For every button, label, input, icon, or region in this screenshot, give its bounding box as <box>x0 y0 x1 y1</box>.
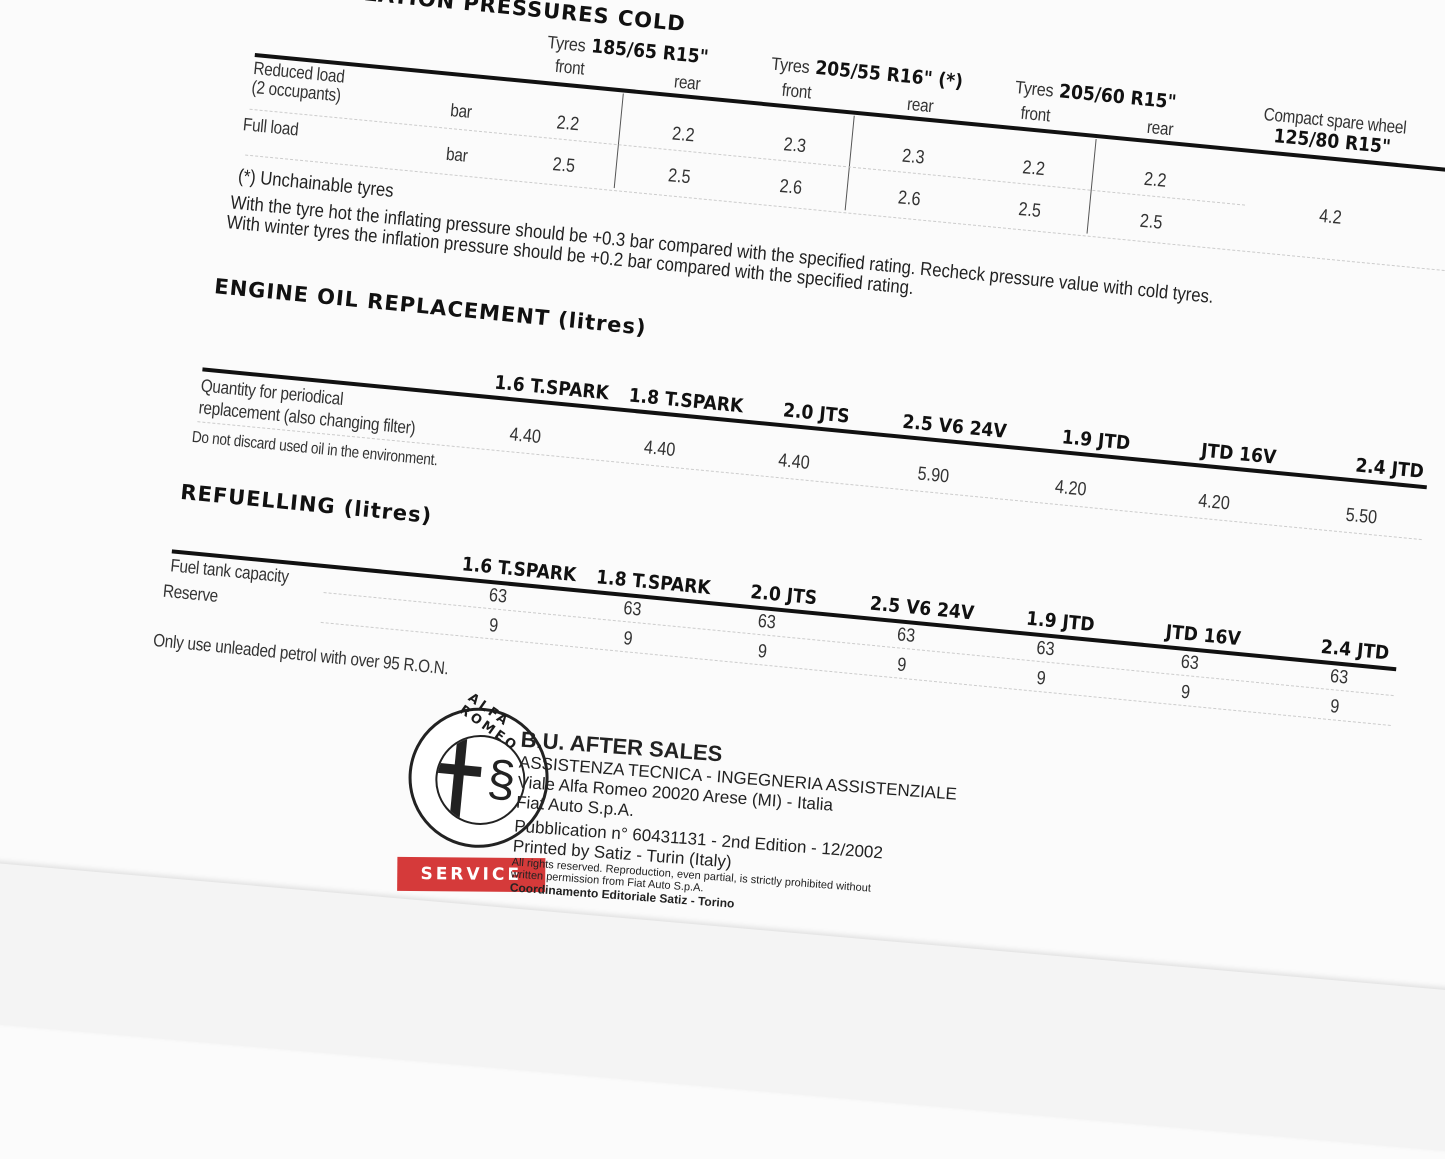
oil-value: 4.20 <box>1054 476 1088 501</box>
reserve-value: 9 <box>1035 667 1047 690</box>
reserve-value: 9 <box>488 615 500 637</box>
row-divider <box>249 108 1246 207</box>
capacity-value: 63 <box>756 610 777 634</box>
reserve-value: 9 <box>756 641 768 663</box>
capacity-value: 63 <box>488 584 508 608</box>
cell: 2.5 <box>667 165 692 189</box>
row-full-load: Full load <box>242 114 300 140</box>
reserve-value: 9 <box>1329 696 1341 718</box>
document-page: INFLATION PRESSURES COLD Tyres 185/65 R1… <box>152 0 1445 1073</box>
cross-icon <box>449 734 468 822</box>
cell: 2.3 <box>901 145 926 169</box>
capacity-value: 63 <box>1179 651 1200 675</box>
cell: 2.2 <box>1142 168 1168 192</box>
unit-bar: bar <box>449 100 473 122</box>
refuel-note: Only use unleaded petrol with over 95 R.… <box>152 629 450 679</box>
oil-value: 4.40 <box>508 424 542 449</box>
capacity-value: 63 <box>1035 637 1056 661</box>
cell: 2.2 <box>1021 157 1046 181</box>
cell: 2.5 <box>1138 210 1164 234</box>
unit-bar: bar <box>445 143 469 166</box>
divider <box>1086 138 1097 234</box>
col-rear: rear <box>906 93 935 117</box>
oil-value: 4.40 <box>777 450 811 475</box>
col-front: front <box>780 79 813 103</box>
cell: 2.2 <box>671 123 696 147</box>
divider <box>844 115 855 211</box>
cell: 2.6 <box>897 187 922 211</box>
capacity-value: 63 <box>896 624 917 647</box>
cell: 2.2 <box>555 112 581 136</box>
col-front: front <box>554 55 586 79</box>
reserve-label: Reserve <box>162 580 219 606</box>
reserve-value: 9 <box>622 628 634 650</box>
cell: 2.5 <box>1017 198 1042 223</box>
col-rear: rear <box>1146 116 1175 140</box>
oil-value: 5.90 <box>916 463 951 488</box>
cross-icon <box>437 762 482 777</box>
oil-title: ENGINE OIL REPLACEMENT (litres) <box>213 274 648 340</box>
publisher-block: B.U. AFTER SALES ASSISTENZA TECNICA - IN… <box>509 727 959 927</box>
oil-value: 4.20 <box>1197 490 1231 515</box>
divider <box>613 93 624 189</box>
reserve-value: 9 <box>1179 681 1191 704</box>
cell: 2.3 <box>782 134 808 158</box>
col-rear: rear <box>673 71 702 94</box>
capacity-value: 63 <box>1329 665 1350 689</box>
oil-value: 5.50 <box>1344 504 1379 529</box>
cell: 2.6 <box>778 175 803 200</box>
cell: 2.5 <box>551 154 577 178</box>
refuel-title: REFUELLING (litres) <box>179 479 434 529</box>
capacity-value: 63 <box>622 597 643 621</box>
row-reduced-load: Reduced load (2 occupants) <box>251 58 346 106</box>
reserve-value: 9 <box>896 654 908 677</box>
tyres-title: INFLATION PRESSURES COLD <box>320 0 687 37</box>
serpent-icon: § <box>484 749 518 809</box>
oil-value: 4.40 <box>642 437 677 462</box>
cell-spare: 4.2 <box>1318 205 1343 229</box>
col-front: front <box>1019 102 1051 126</box>
